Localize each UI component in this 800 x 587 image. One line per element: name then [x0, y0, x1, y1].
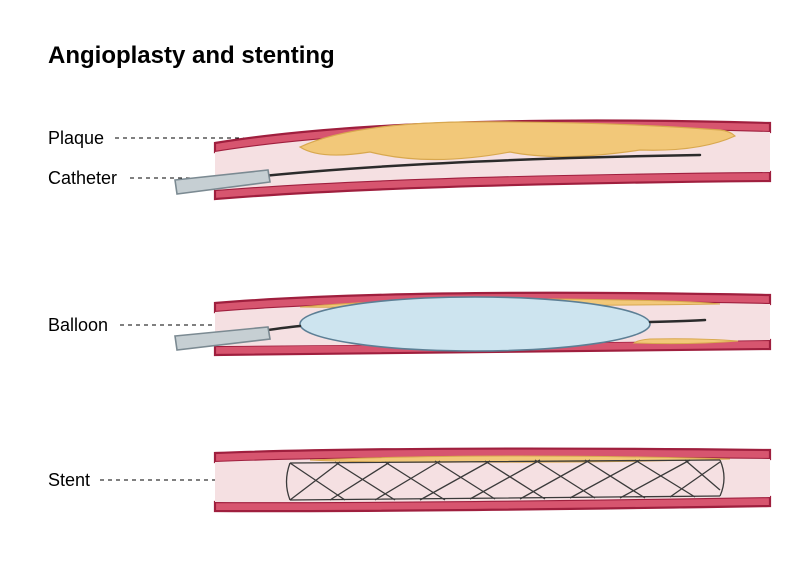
p3-lumen	[215, 458, 770, 503]
panel-3	[215, 449, 770, 512]
panel-2	[175, 293, 770, 355]
angioplasty-diagram	[0, 0, 800, 587]
panel-1	[175, 121, 770, 200]
p2-balloon	[300, 297, 650, 351]
diagram-canvas: Angioplasty and stenting Plaque Catheter…	[0, 0, 800, 587]
